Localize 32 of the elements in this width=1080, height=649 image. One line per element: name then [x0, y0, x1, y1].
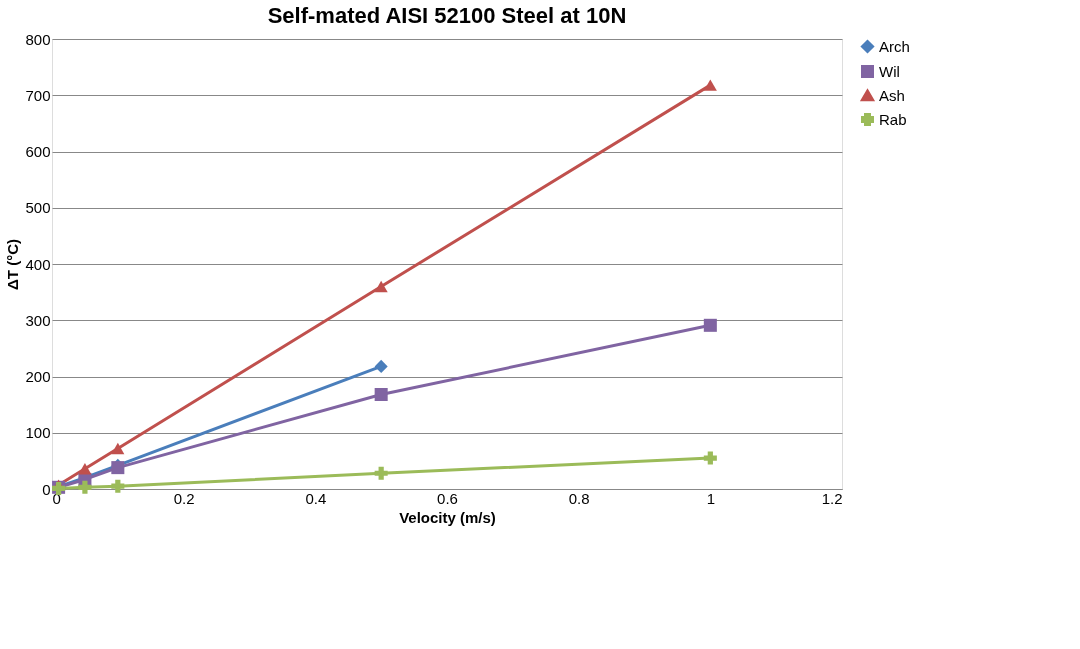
y-axis-title: ΔT (°C) — [4, 239, 22, 290]
x-tick-label: 1 — [706, 489, 716, 507]
x-tick-label: 0.4 — [305, 489, 327, 507]
point — [111, 442, 125, 455]
y-tick-label: 500 — [25, 199, 51, 217]
y-tick-label: 800 — [25, 30, 51, 48]
legend-label: Ash — [879, 86, 905, 104]
point — [374, 280, 388, 293]
y-tick-label: 200 — [25, 368, 51, 385]
point — [374, 387, 388, 402]
point — [703, 79, 717, 91]
x-tick-label: 0.2 — [173, 489, 195, 507]
chart-title: Self-mated AISI 52100 Steel at 10N — [267, 3, 627, 28]
x-tick-label: 1.2 — [821, 489, 843, 507]
y-tick-label: 100 — [25, 424, 51, 442]
legend-label: Arch — [879, 37, 910, 55]
point — [703, 451, 717, 465]
point — [703, 318, 717, 332]
y-tick-label: 400 — [25, 255, 51, 273]
x-axis-title: Velocity (m/s) — [399, 508, 496, 526]
point — [78, 463, 92, 475]
legend-label: Rab — [879, 110, 907, 128]
y-tick-label: 300 — [25, 311, 51, 329]
y-tick-label: 700 — [25, 86, 51, 104]
point — [374, 359, 388, 373]
y-tick-label: 600 — [25, 143, 51, 160]
x-tick-label: 0.8 — [568, 489, 590, 507]
point — [111, 479, 125, 493]
point — [78, 480, 92, 494]
point — [374, 466, 388, 480]
x-tick-label: 0.6 — [437, 489, 458, 507]
legend-label: Wil — [879, 62, 900, 80]
